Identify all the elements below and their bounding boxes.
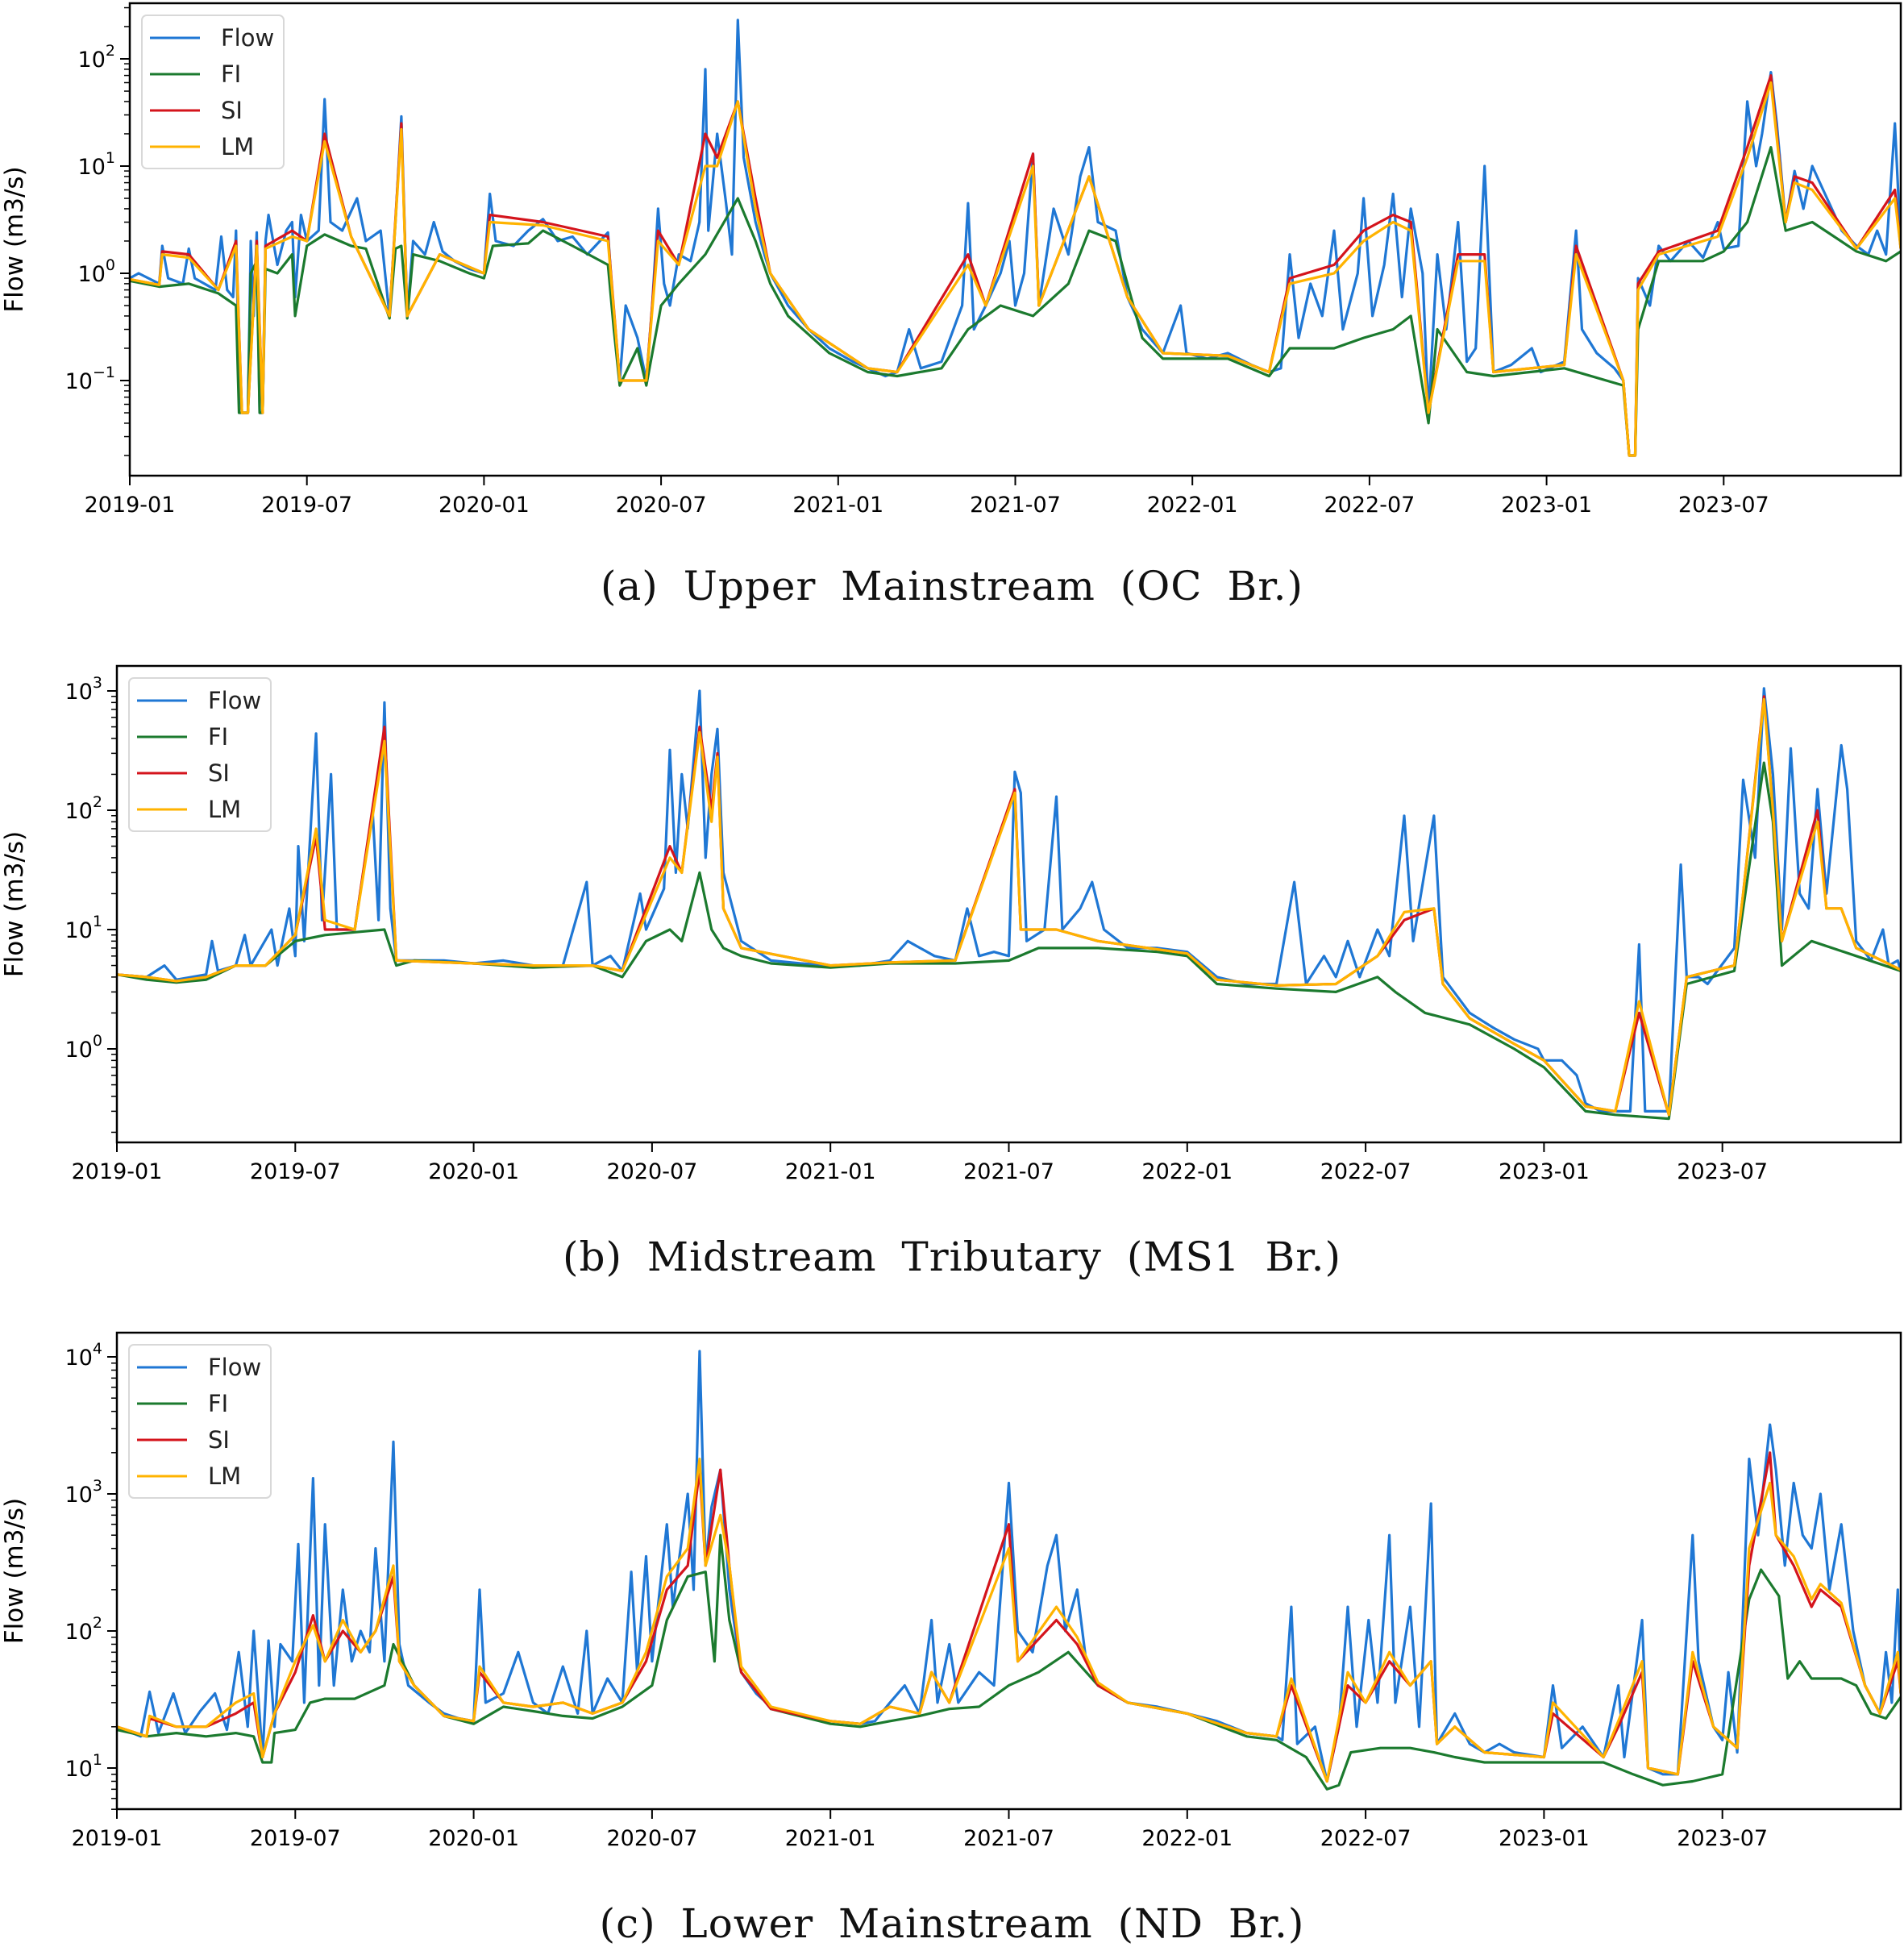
x-tick-label: 2020-07 xyxy=(606,1826,697,1851)
x-tick-label: 2023-01 xyxy=(1501,493,1592,518)
legend-label-si: SI xyxy=(221,97,243,124)
axes-frame xyxy=(115,1331,1902,1811)
x-tick-label: 2021-07 xyxy=(970,493,1061,518)
x-tick-label: 2022-07 xyxy=(1320,1826,1411,1851)
x-tick-label: 2023-01 xyxy=(1499,1826,1590,1851)
y-axis-label: Flow (m3/s) xyxy=(0,166,29,312)
legend-label-fi: FI xyxy=(208,1390,228,1417)
legend-box xyxy=(128,1344,272,1499)
y-tick-label: 100 xyxy=(78,256,115,287)
x-tick-label: 2020-01 xyxy=(439,493,530,518)
series-group xyxy=(117,1350,1901,1791)
x-tick-label: 2021-01 xyxy=(785,1159,876,1184)
series-line-fi xyxy=(117,1533,1901,1791)
caption-a: (a) Upper Mainstream (OC Br.) xyxy=(600,563,1303,609)
x-tick-label: 2023-07 xyxy=(1678,493,1769,518)
x-tick-label: 2019-07 xyxy=(250,1826,341,1851)
y-tick-label: 102 xyxy=(65,1614,102,1645)
y-tick-label: 100 xyxy=(65,1032,102,1063)
x-tick-label: 2022-01 xyxy=(1147,493,1238,518)
caption-c: (c) Lower Mainstream (ND Br.) xyxy=(599,1900,1305,1947)
x-tick-label: 2019-07 xyxy=(250,1159,341,1184)
legend-box xyxy=(128,677,272,832)
x-tick-label: 2020-01 xyxy=(428,1826,519,1851)
legend-label-si: SI xyxy=(208,1426,230,1454)
y-tick-label: 104 xyxy=(65,1340,102,1371)
y-tick-label: 102 xyxy=(78,42,115,73)
panel-c: 101 102 103 104 2019-01 2019-07 2020-01 2020-07… xyxy=(0,1331,1902,1851)
x-tick-label: 2020-07 xyxy=(616,493,707,518)
legend-label-si: SI xyxy=(208,759,230,787)
legend-label-flow: Flow xyxy=(208,687,261,714)
x-tick-label: 2019-01 xyxy=(85,493,176,518)
legend: Flow FI SI LM xyxy=(128,677,272,832)
x-tick-label: 2022-07 xyxy=(1320,1159,1411,1184)
y-tick-label: 10−1 xyxy=(65,364,115,394)
series-line-fi xyxy=(117,761,1901,1121)
x-tick-label: 2019-07 xyxy=(261,493,352,518)
legend-label-lm: LM xyxy=(208,1462,241,1490)
y-tick-label: 101 xyxy=(65,913,102,943)
series-line-flow xyxy=(130,19,1901,457)
series-group xyxy=(117,687,1901,1121)
legend: Flow FI SI LM xyxy=(141,15,285,169)
x-tick-label: 2020-07 xyxy=(606,1159,697,1184)
x-tick-label: 2022-07 xyxy=(1324,493,1415,518)
x-tick-label: 2022-01 xyxy=(1141,1159,1233,1184)
x-tick-label: 2023-07 xyxy=(1677,1826,1768,1851)
legend: Flow FI SI LM xyxy=(128,1344,272,1499)
y-tick-label: 101 xyxy=(65,1751,102,1782)
y-tick-label: 103 xyxy=(65,1477,102,1508)
x-tick-label: 2021-01 xyxy=(785,1826,876,1851)
x-tick-label: 2021-07 xyxy=(963,1826,1054,1851)
legend-box xyxy=(141,15,285,169)
y-tick-label: 103 xyxy=(65,674,102,705)
x-tick-label: 2022-01 xyxy=(1141,1826,1233,1851)
x-tick-label: 2020-01 xyxy=(428,1159,519,1184)
legend-label-flow: Flow xyxy=(221,24,274,52)
series-line-lm xyxy=(117,1457,1901,1783)
y-axis-label: Flow (m3/s) xyxy=(0,831,29,977)
y-axis-label: Flow (m3/s) xyxy=(0,1498,29,1644)
y-tick-label: 102 xyxy=(65,793,102,824)
series-line-fi xyxy=(130,146,1901,457)
series-line-flow xyxy=(117,1350,1901,1783)
y-tick-label: 101 xyxy=(78,149,115,180)
x-tick-label: 2019-01 xyxy=(72,1826,163,1851)
panel-a: 10−1 100 101 102 2019-01 2019-07 2020-01 2020-0… xyxy=(0,2,1902,518)
x-tick-label: 2021-01 xyxy=(792,493,883,518)
panel-b: 100 101 102 103 2019-01 2019-07 2020-01 2020-07… xyxy=(0,664,1902,1184)
legend-label-fi: FI xyxy=(208,723,228,751)
legend-label-lm: LM xyxy=(221,133,254,160)
x-tick-label: 2021-07 xyxy=(963,1159,1054,1184)
legend-label-lm: LM xyxy=(208,796,241,823)
series-line-lm xyxy=(117,697,1901,1117)
series-group xyxy=(130,19,1901,457)
x-tick-label: 2023-07 xyxy=(1677,1159,1768,1184)
x-tick-label: 2019-01 xyxy=(72,1159,163,1184)
legend-label-flow: Flow xyxy=(208,1354,261,1381)
x-tick-label: 2023-01 xyxy=(1499,1159,1590,1184)
series-line-lm xyxy=(130,81,1901,457)
legend-label-fi: FI xyxy=(221,60,241,88)
caption-b: (b) Midstream Tributary (MS1 Br.) xyxy=(562,1234,1342,1280)
